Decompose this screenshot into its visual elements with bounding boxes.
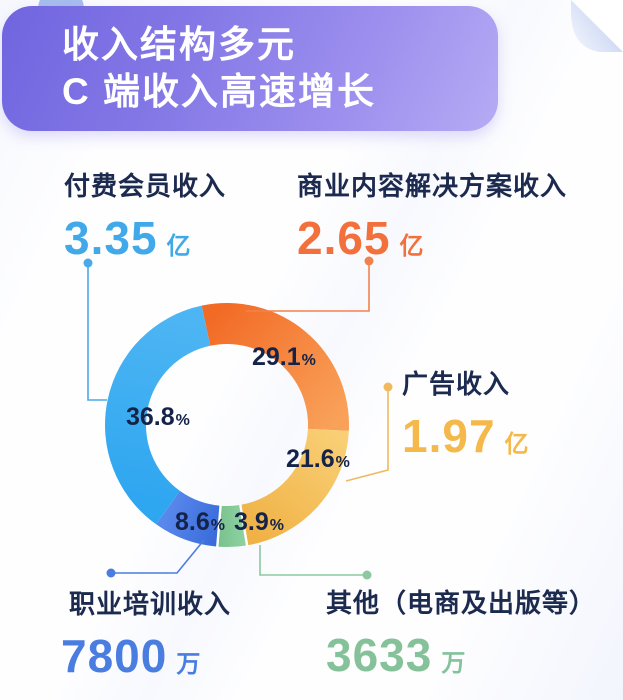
connector-line-commercial_content <box>246 261 370 312</box>
callout-vocational-training: 职业培训收入 7800 万 <box>61 584 231 683</box>
donut-percent-paid_membership: 36.8% <box>126 403 190 431</box>
connector-dot-vocational_training <box>106 568 116 578</box>
callout-unit: 万 <box>176 651 201 678</box>
connector-dot-commercial_content <box>364 256 374 266</box>
callout-value: 3.35 <box>64 212 158 264</box>
callout-value: 7800 <box>61 630 168 682</box>
callout-unit: 亿 <box>399 233 424 260</box>
callout-label: 广告收入 <box>402 369 511 399</box>
connector-line-advertising <box>345 387 389 482</box>
connector-dot-paid_membership <box>83 258 93 268</box>
donut-percent-advertising: 21.6% <box>286 445 350 473</box>
callout-connectors <box>83 256 393 580</box>
callout-label: 职业培训收入 <box>69 589 232 619</box>
page-title-line2: C 端收入高速增长 <box>62 71 376 112</box>
callout-others: 其他（电商及出版等） 3633 万 <box>326 583 596 682</box>
callout-unit: 万 <box>441 650 466 677</box>
callout-advertising: 广告收入 1.97 亿 <box>402 364 529 463</box>
folded-corner-decoration <box>571 0 623 52</box>
donut-percent-commercial_content: 29.1% <box>252 343 316 371</box>
callout-unit: 亿 <box>504 431 529 458</box>
callout-label: 其他（电商及出版等） <box>326 588 597 618</box>
connector-line-paid_membership <box>87 263 107 401</box>
callout-label: 付费会员收入 <box>64 171 227 201</box>
donut-segment-vocational_training <box>156 490 221 547</box>
header-card: 收入结构多元 C 端收入高速增长 <box>2 6 498 131</box>
connector-line-vocational_training <box>111 539 205 574</box>
callout-unit: 亿 <box>166 233 191 260</box>
callout-value: 1.97 <box>402 410 496 462</box>
callout-commercial-content: 商业内容解决方案收入 2.65 亿 <box>297 166 567 265</box>
callout-value: 2.65 <box>297 212 391 264</box>
connector-dot-advertising <box>383 382 393 392</box>
donut-segment-others <box>217 504 248 547</box>
donut-percent-vocational_training: 8.6% <box>175 508 225 536</box>
donut-segment-advertising <box>240 428 349 546</box>
donut-segment-paid_membership <box>105 305 211 525</box>
callout-label: 商业内容解决方案收入 <box>297 171 568 201</box>
callout-value: 3633 <box>326 629 433 681</box>
page-title-line1: 收入结构多元 <box>62 24 296 65</box>
connector-dot-others <box>362 570 372 580</box>
donut-segments <box>105 303 349 548</box>
donut-segment-commercial_content <box>201 303 349 431</box>
donut-percent-others: 3.9% <box>234 508 284 536</box>
callout-paid-membership: 付费会员收入 3.35 亿 <box>64 166 226 265</box>
connector-line-others <box>259 545 367 576</box>
